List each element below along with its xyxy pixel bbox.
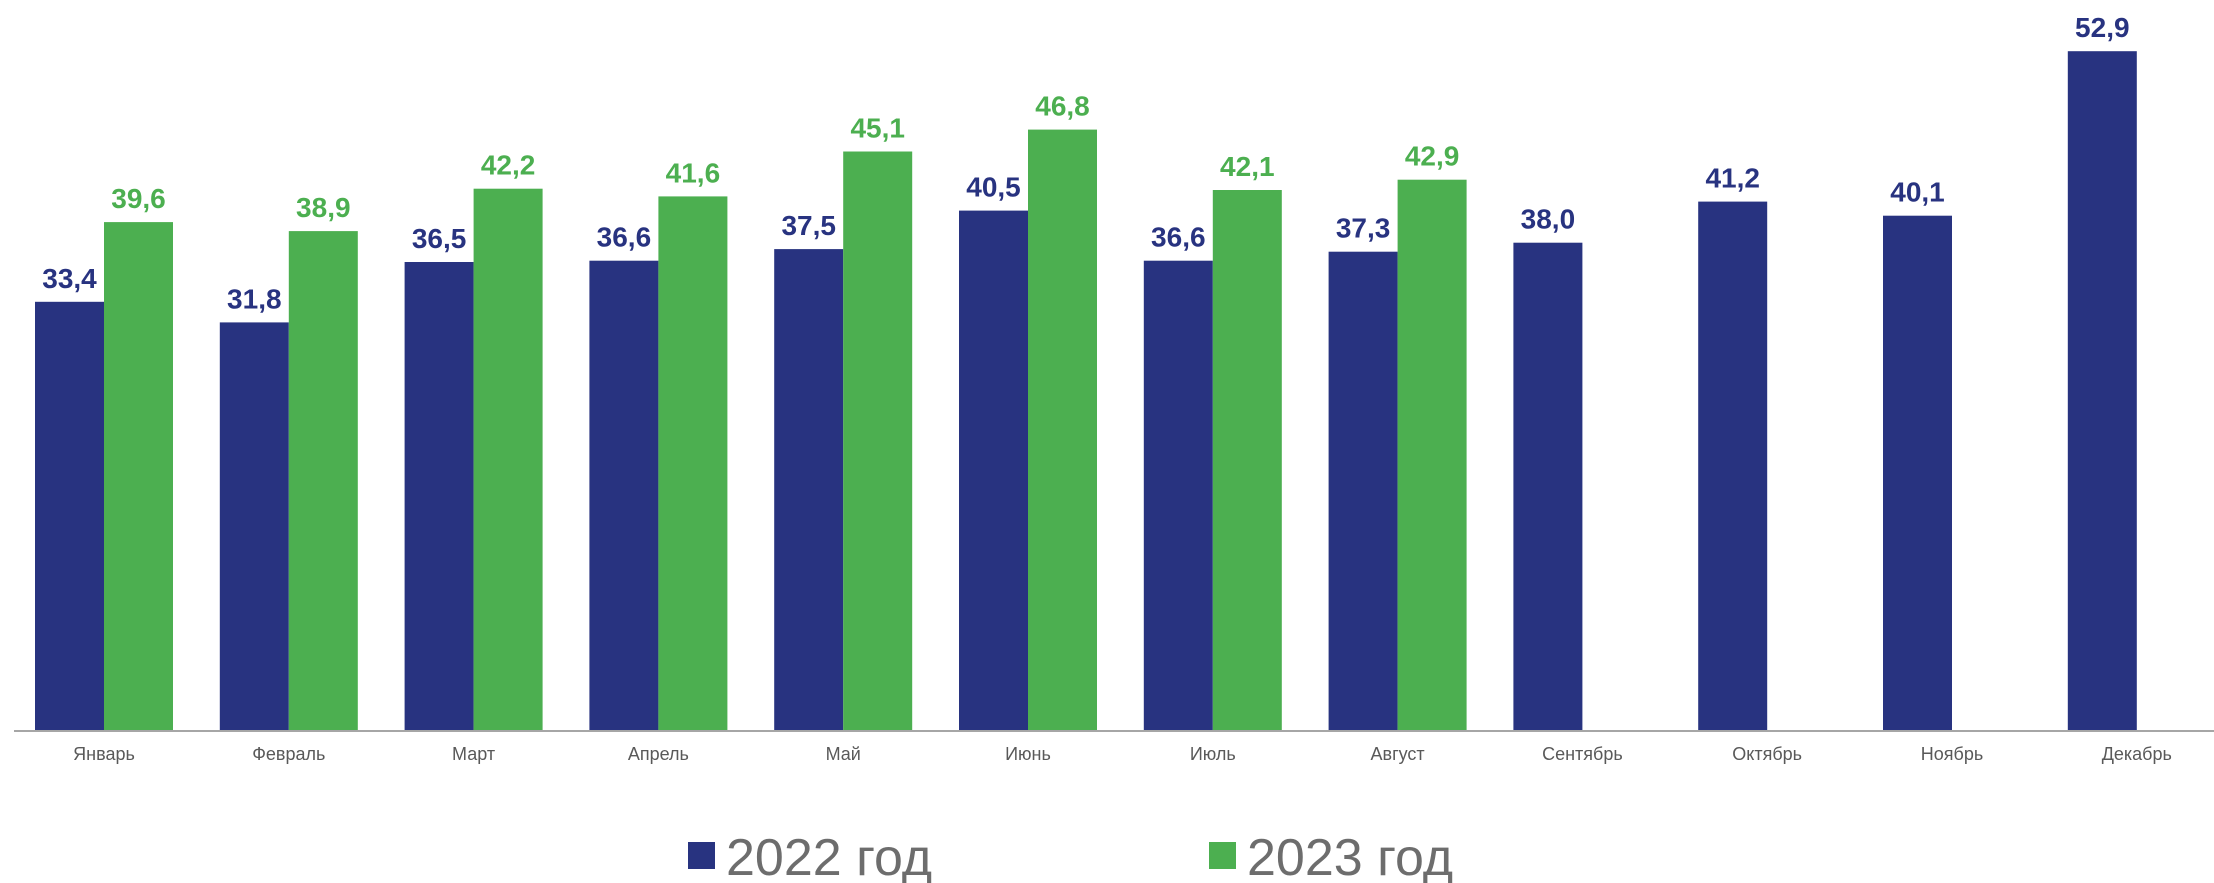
bar-s2-4 [658, 196, 728, 731]
data-label-s1-11: 40,1 [1890, 177, 1945, 208]
legend-label-1: 2022 год [726, 829, 932, 883]
bar-s1-1 [35, 301, 104, 731]
data-label-s1-1: 33,4 [42, 263, 97, 294]
bar-s2-6 [1028, 129, 1097, 732]
x-tick-labels: Январь Февраль Март Апрель Май Июнь Июль Август… [73, 744, 2172, 764]
bar-s1-3 [404, 262, 474, 731]
bar-s2-5 [843, 151, 913, 731]
data-label-s1-10: 41,2 [1705, 163, 1760, 194]
bar-s1-10 [1698, 201, 1768, 732]
data-label-s2-6: 46,8 [1035, 91, 1090, 122]
value-labels-layer: 33,4 39,6 31,8 38,9 36,5 42,2 36,6 41,6 37,5 45,1… [42, 12, 2129, 314]
data-label-s1-5: 37,5 [781, 210, 836, 241]
x-tick-label-2: Февраль [252, 744, 325, 764]
bar-s1-4 [589, 260, 659, 731]
bar-s2-2 [288, 231, 358, 731]
data-label-s1-7: 36,6 [1151, 222, 1206, 253]
data-label-s1-6: 40,5 [966, 172, 1021, 203]
legend-label-2: 2023 год [1247, 829, 1453, 883]
x-tick-label-1: Январь [73, 744, 135, 764]
bar-s2-8 [1397, 179, 1467, 731]
x-tick-label-12: Декабрь [2102, 744, 2172, 764]
bars-layer [35, 51, 2137, 732]
bar-s1-7 [1143, 260, 1213, 731]
bar-s1-12 [2067, 51, 2137, 731]
data-label-s2-4: 41,6 [666, 157, 721, 188]
x-tick-label-10: Октябрь [1732, 744, 1802, 764]
bar-s1-8 [1328, 251, 1398, 731]
data-label-s1-9: 38,0 [1521, 204, 1576, 235]
x-tick-label-11: Ноябрь [1921, 744, 1983, 764]
data-label-s2-8: 42,9 [1405, 141, 1460, 172]
data-label-s2-3: 42,2 [481, 150, 536, 181]
x-tick-label-9: Сентябрь [1542, 744, 1623, 764]
data-label-s2-1: 39,6 [111, 183, 166, 214]
bar-s2-3 [473, 188, 543, 731]
data-label-s1-8: 37,3 [1336, 213, 1391, 244]
data-label-s1-3: 36,5 [412, 223, 467, 254]
data-label-s1-12: 52,9 [2075, 12, 2130, 43]
x-tick-label-3: Март [452, 744, 495, 764]
x-tick-label-4: Апрель [628, 744, 689, 764]
bar-s1-5 [774, 249, 844, 731]
bar-s2-1 [104, 222, 173, 731]
x-tick-label-5: Май [826, 744, 861, 764]
x-tick-label-7: Июль [1190, 744, 1236, 764]
legend: 2022 год 2023 год [688, 829, 1453, 883]
bar-s1-9 [1513, 242, 1583, 731]
bar-s1-11 [1883, 215, 1952, 731]
data-label-s2-7: 42,1 [1220, 151, 1275, 182]
legend-swatch-1 [688, 842, 715, 869]
data-label-s2-5: 45,1 [850, 113, 905, 144]
data-label-s1-2: 31,8 [227, 283, 282, 314]
bar-s1-6 [959, 210, 1028, 732]
x-tick-label-8: Август [1371, 744, 1425, 764]
data-label-s1-4: 36,6 [597, 222, 652, 253]
x-tick-label-6: Июнь [1005, 744, 1051, 764]
bar-s2-7 [1212, 190, 1282, 731]
legend-swatch-2 [1209, 842, 1236, 869]
data-label-s2-2: 38,9 [296, 192, 351, 223]
bar-s1-2 [219, 322, 289, 731]
